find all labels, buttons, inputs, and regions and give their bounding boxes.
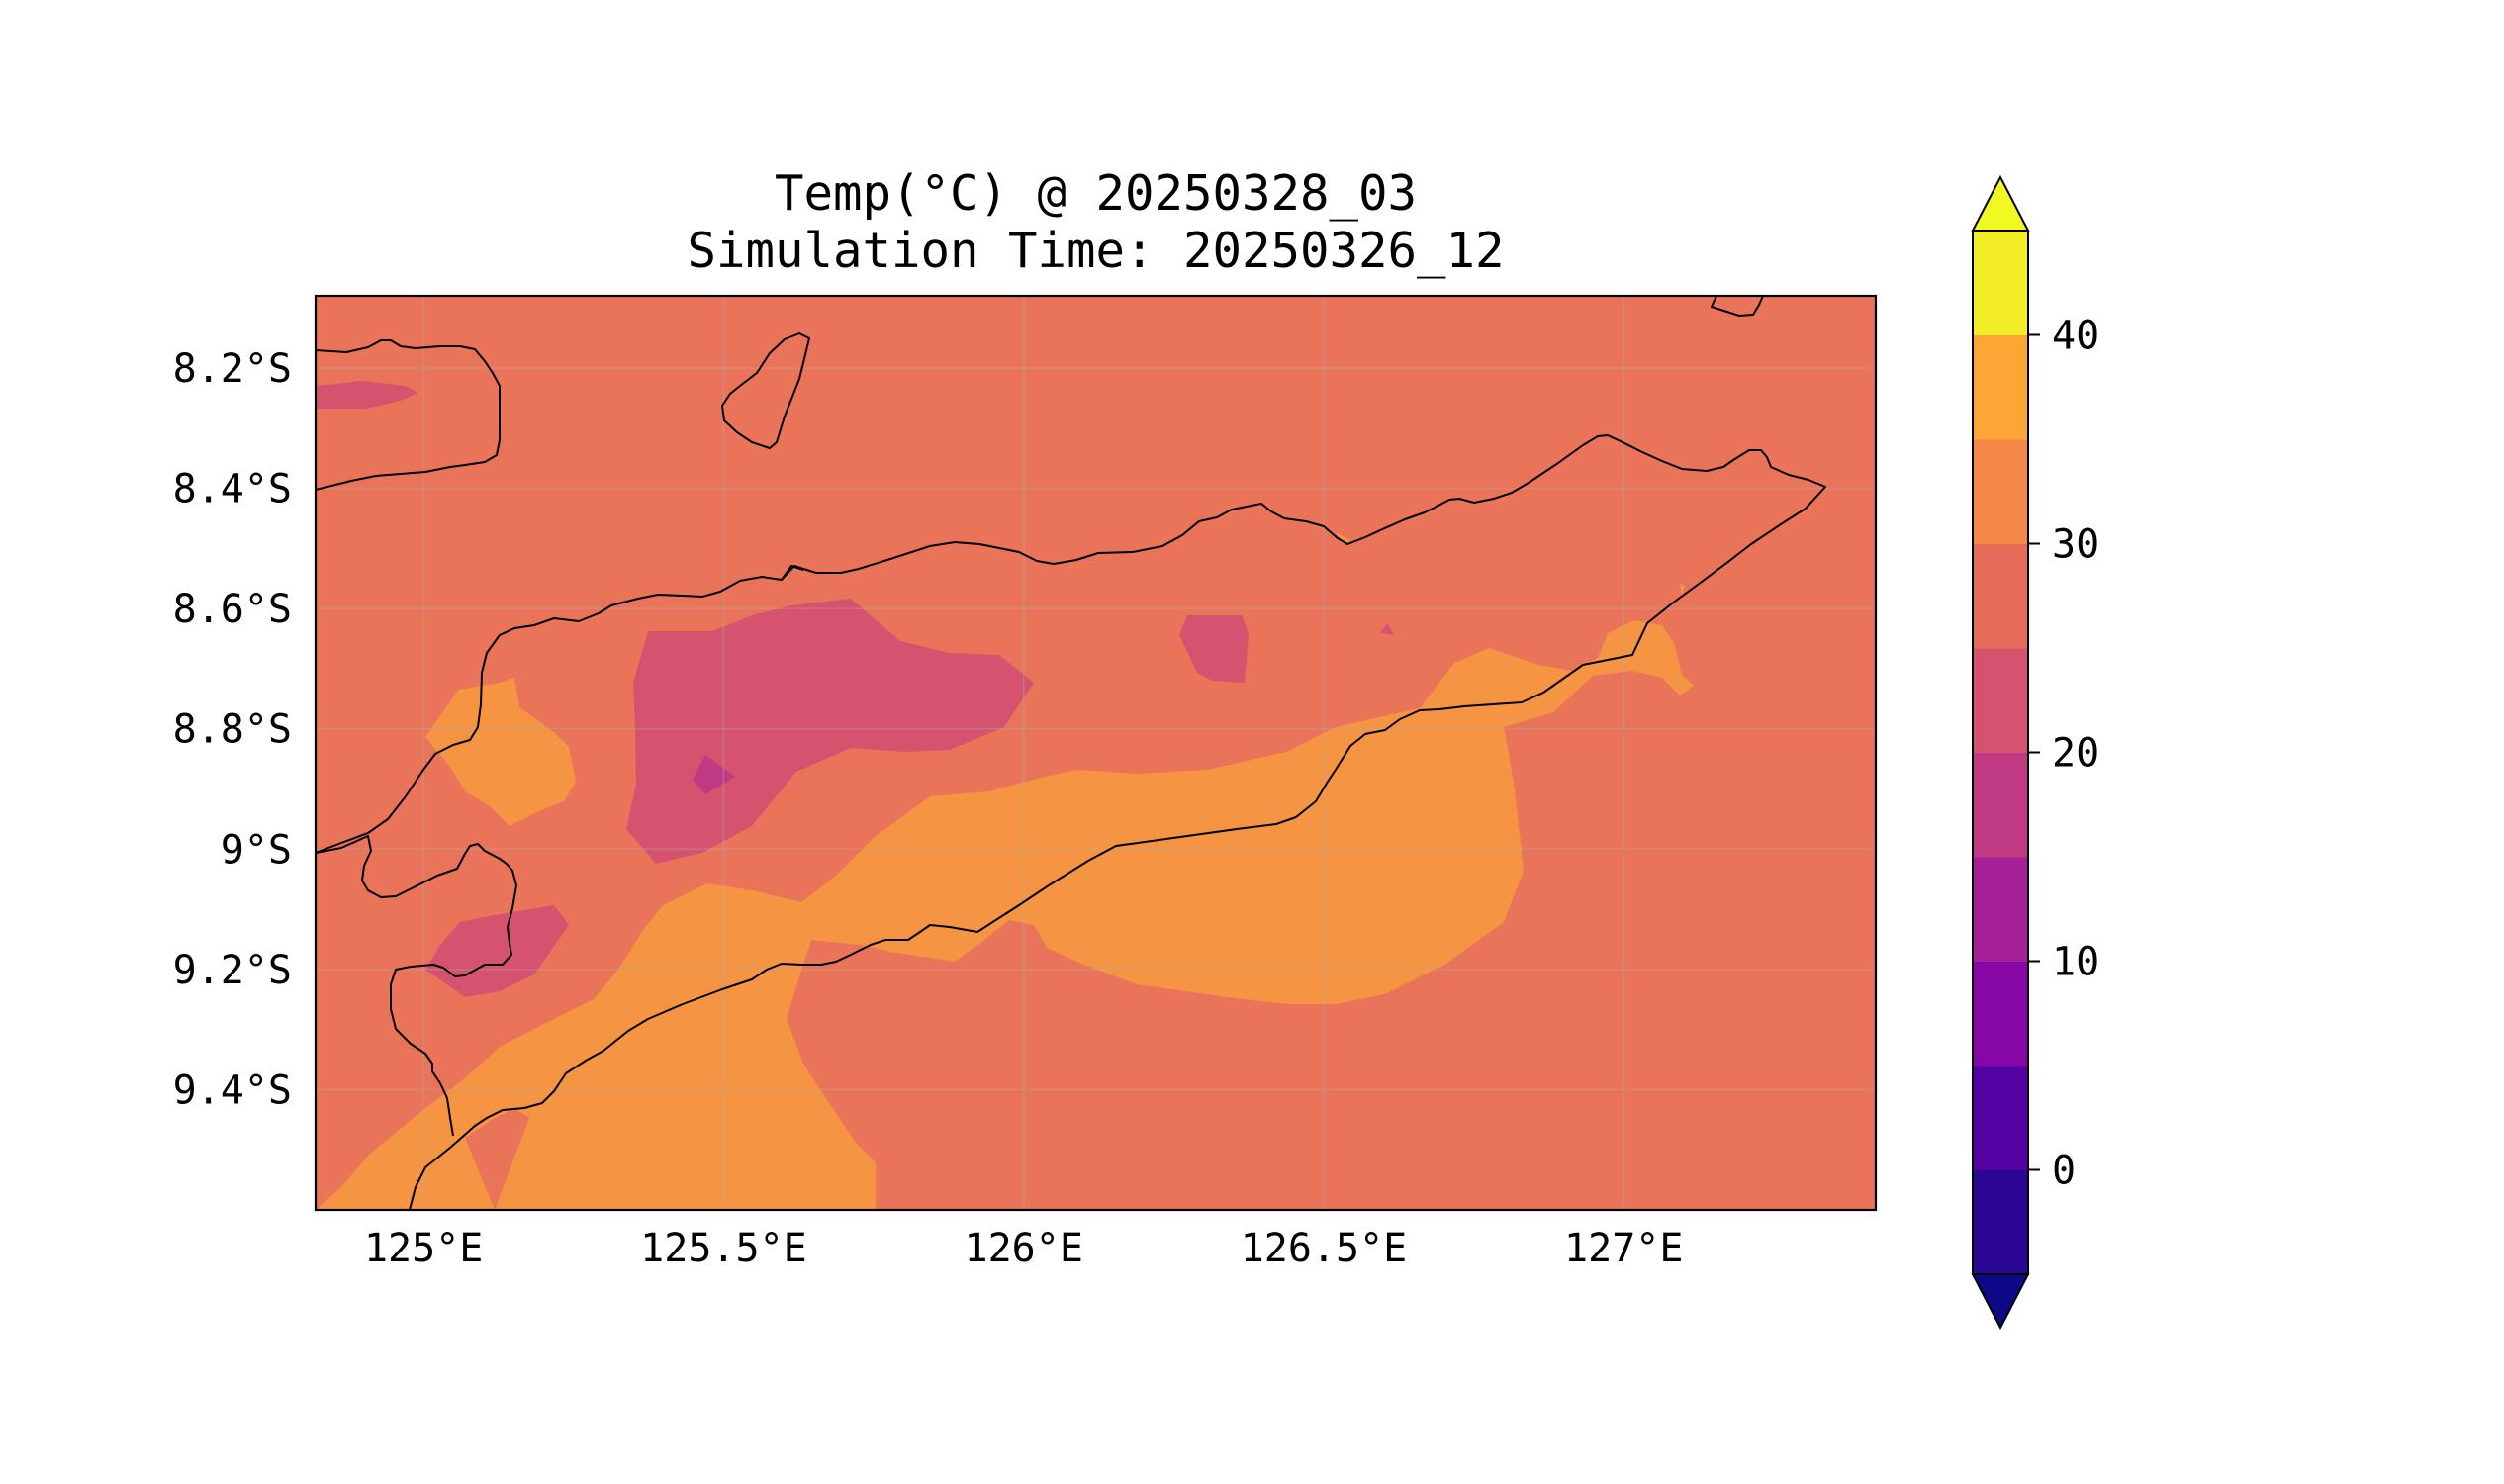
colorbar-tick-label: 0 — [2052, 1149, 2076, 1194]
colorbar-extend-max — [1971, 174, 2030, 232]
field-20-25-east — [1179, 615, 1249, 683]
lon-tick-label: 125°E — [364, 1226, 483, 1271]
longitude-labels: 125°E 125.5°E 126°E 126.5°E 127°E — [364, 1226, 1683, 1271]
lat-tick-label: 8.6°S — [173, 587, 292, 632]
field-30-35-speck — [1336, 532, 1350, 544]
coastlines — [316, 296, 1826, 1210]
colorbar-extend-min — [1971, 1273, 2030, 1331]
lat-tick-label: 9.2°S — [173, 948, 292, 993]
colorbar: 0 10 20 30 40 — [1971, 174, 2099, 1331]
field-15-20-peak — [693, 755, 735, 794]
coastline-island-northwest — [316, 339, 501, 491]
colorbar-tick-label: 10 — [2052, 940, 2099, 985]
colorbar-segment — [1973, 752, 2028, 858]
lon-tick-label: 125.5°E — [640, 1226, 807, 1271]
colorbar-tick-label: 20 — [2052, 731, 2099, 777]
lat-tick-label: 9°S — [221, 827, 292, 873]
lon-tick-label: 126°E — [965, 1226, 1083, 1271]
coastline-oecusse — [316, 835, 517, 1137]
field-30-35-north — [425, 678, 576, 826]
colorbar-segment — [1973, 1169, 2028, 1275]
colorbar-segment — [1973, 857, 2028, 962]
field-20-25-northwest — [316, 381, 417, 409]
colorbar-segment — [1973, 648, 2028, 753]
colorbar-tick-label: 30 — [2052, 522, 2099, 568]
colorbar-segment — [1973, 439, 2028, 544]
colorbar-segment — [1973, 961, 2028, 1067]
coastline-dili-detail — [781, 565, 804, 581]
lon-tick-label: 127°E — [1564, 1226, 1683, 1271]
field-20-25-southwest — [425, 905, 569, 997]
colorbar-tick-label: 40 — [2052, 314, 2099, 359]
field-20-25-speck — [1380, 623, 1395, 635]
map-frame — [314, 294, 1878, 1212]
colorbar-segment — [1973, 543, 2028, 649]
coastline-timor-north — [316, 434, 1826, 1210]
colorbar-segment — [1973, 231, 2028, 335]
lat-tick-label: 9.4°S — [173, 1067, 292, 1113]
lat-tick-label: 8.2°S — [173, 346, 292, 392]
gridlines — [316, 296, 1876, 1210]
coastline-atauro — [721, 332, 810, 449]
field-20-25-west — [626, 599, 1034, 864]
colorbar-segment — [1973, 1066, 2028, 1170]
field-25-30-pocket — [465, 1108, 529, 1210]
map-title: Temp(°C) @ 20250328_03 — [774, 165, 1417, 222]
lon-tick-label: 126.5°E — [1241, 1226, 1408, 1271]
map-subtitle: Simulation Time: 20250326_12 — [687, 223, 1505, 279]
lat-tick-label: 8.4°S — [173, 467, 292, 512]
latitude-labels: 8.2°S 8.4°S 8.6°S 8.8°S 9°S 9.2°S 9.4°S — [173, 346, 292, 1113]
coastline-island-northeast — [1711, 296, 1764, 317]
colorbar-segment — [1973, 334, 2028, 440]
lat-tick-label: 8.8°S — [173, 707, 292, 753]
field-30-35-speck2 — [1680, 584, 1685, 596]
